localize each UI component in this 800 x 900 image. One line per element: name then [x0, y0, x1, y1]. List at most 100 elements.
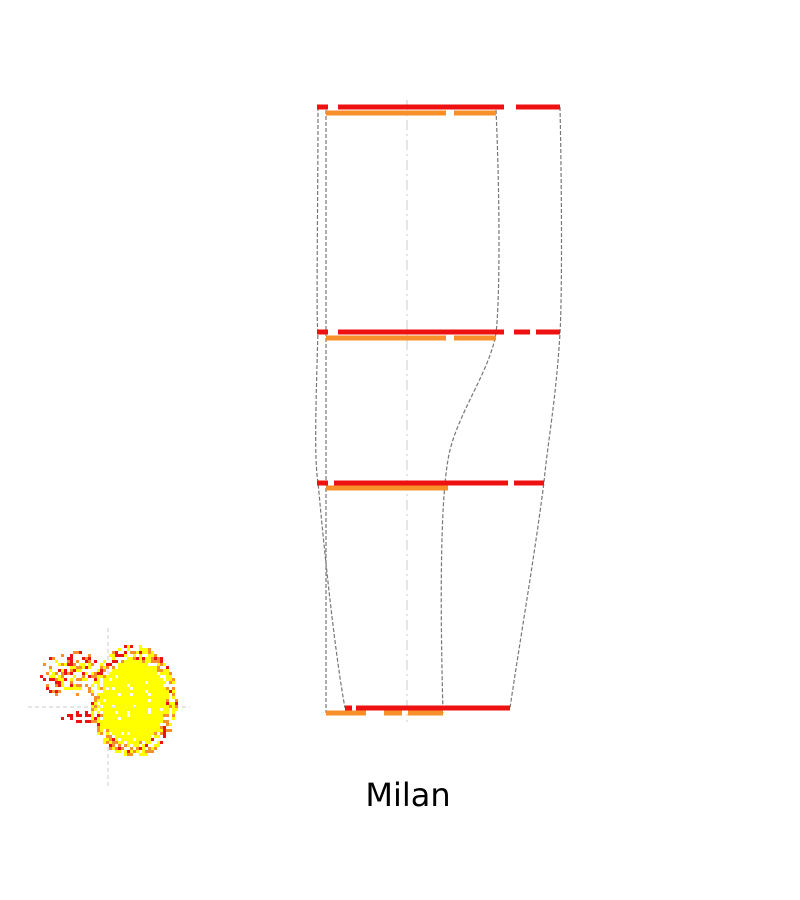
map-pixel	[145, 684, 148, 687]
map-pixel	[76, 651, 79, 654]
map-pixel	[145, 738, 148, 741]
map-pixel	[142, 666, 145, 669]
map-pixel	[142, 735, 145, 738]
map-pixel	[76, 678, 79, 681]
map-pixel	[73, 675, 76, 678]
map-pixel	[115, 654, 118, 657]
map-pixel	[136, 750, 139, 753]
map-pixel	[118, 726, 121, 729]
map-pixel	[88, 687, 91, 690]
map-pixel	[139, 738, 142, 741]
map-pixel	[133, 729, 136, 732]
map-pixel	[154, 681, 157, 684]
map-pixel	[124, 672, 127, 675]
map-pixel	[145, 732, 148, 735]
map-pixel	[91, 684, 94, 687]
map-pixel	[157, 696, 160, 699]
map-pixel	[67, 714, 70, 717]
map-pixel	[67, 663, 70, 666]
map-pixel	[103, 684, 106, 687]
map-pixel	[40, 675, 43, 678]
map-pixel	[115, 681, 118, 684]
map-pixel	[76, 720, 79, 723]
map-pixel	[172, 690, 175, 693]
map-pixel	[76, 666, 79, 669]
map-pixel	[94, 696, 97, 699]
map-pixel	[157, 681, 160, 684]
map-pixel	[136, 747, 139, 750]
map-pixel	[142, 681, 145, 684]
map-pixel	[121, 678, 124, 681]
map-pixel	[70, 657, 73, 660]
map-pixel	[112, 729, 115, 732]
map-pixel	[115, 720, 118, 723]
map-pixel	[79, 720, 82, 723]
map-pixel	[106, 675, 109, 678]
map-pixel	[142, 690, 145, 693]
map-pixel	[127, 699, 130, 702]
map-pixel	[133, 657, 136, 660]
map-pixel	[124, 687, 127, 690]
map-pixel	[124, 669, 127, 672]
map-pixel	[139, 732, 142, 735]
map-pixel	[100, 669, 103, 672]
map-pixel	[91, 720, 94, 723]
map-pixel	[106, 696, 109, 699]
map-pixel	[55, 693, 58, 696]
map-pixel	[112, 696, 115, 699]
map-pixel	[154, 654, 157, 657]
map-pixel	[115, 687, 118, 690]
map-pixel	[139, 657, 142, 660]
map-pixel	[76, 687, 79, 690]
map-pixel	[145, 753, 148, 756]
map-pixel	[58, 681, 61, 684]
map-pixel	[127, 741, 130, 744]
map-pixel	[85, 657, 88, 660]
map-pixel	[130, 732, 133, 735]
map-pixel	[136, 666, 139, 669]
map-pixel	[85, 672, 88, 675]
map-pixel	[127, 726, 130, 729]
map-pixel	[97, 675, 100, 678]
map-pixel	[148, 729, 151, 732]
map-pixel	[139, 741, 142, 744]
map-pixel	[175, 705, 178, 708]
map-pixel	[124, 744, 127, 747]
map-pixel	[136, 699, 139, 702]
map-pixel	[103, 669, 106, 672]
map-pixel	[175, 702, 178, 705]
map-pixel	[118, 708, 121, 711]
map-pixel	[136, 690, 139, 693]
map-pixel	[160, 693, 163, 696]
map-pixel	[121, 690, 124, 693]
map-pixel	[106, 708, 109, 711]
map-pixel	[127, 717, 130, 720]
map-pixel	[97, 723, 100, 726]
map-pixel	[118, 714, 121, 717]
map-pixel	[52, 672, 55, 675]
map-pixel	[115, 750, 118, 753]
map-pixel	[145, 648, 148, 651]
map-pixel	[172, 708, 175, 711]
map-pixel	[160, 714, 163, 717]
map-pixel	[58, 663, 61, 666]
map-pixel	[106, 699, 109, 702]
map-pixel	[136, 651, 139, 654]
map-pixel	[154, 735, 157, 738]
map-pixel	[154, 690, 157, 693]
map-pixel	[115, 669, 118, 672]
map-pixel	[124, 717, 127, 720]
map-pixel	[160, 705, 163, 708]
map-pixel	[103, 687, 106, 690]
map-pixel	[118, 744, 121, 747]
map-pixel	[169, 702, 172, 705]
map-pixel	[106, 666, 109, 669]
map-pixel	[145, 651, 148, 654]
map-pixel	[133, 717, 136, 720]
map-pixel	[82, 675, 85, 678]
map-pixel	[97, 726, 100, 729]
map-pixel	[112, 660, 115, 663]
map-pixel	[124, 708, 127, 711]
map-pixel	[154, 729, 157, 732]
map-pixel	[154, 684, 157, 687]
